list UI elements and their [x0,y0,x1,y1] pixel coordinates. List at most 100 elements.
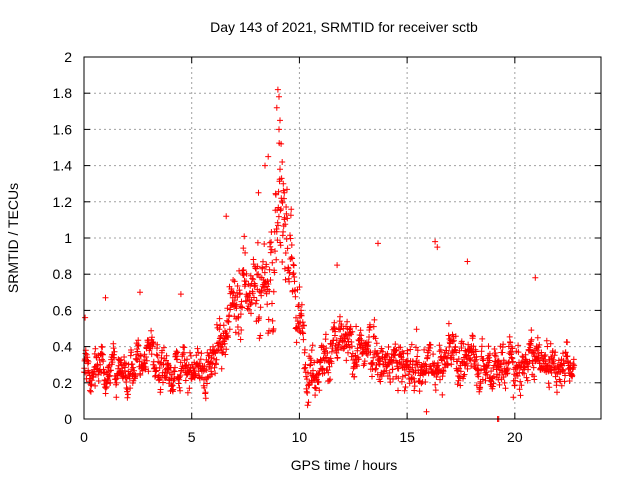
data-point [268,246,275,253]
data-point [298,301,305,308]
data-point [411,383,418,390]
data-point [296,327,303,334]
data-point [364,352,371,358]
data-point [250,276,257,283]
data-point [558,361,565,368]
data-point [154,341,161,348]
data-point [454,381,461,388]
data-point [281,214,288,221]
data-point [347,323,354,330]
data-point [361,358,368,365]
data-point [265,153,272,160]
data-point [398,378,405,385]
data-point [273,104,280,111]
data-point [134,348,141,355]
data-point [252,300,259,307]
data-point [479,376,486,383]
y-tick-label: 1 [64,230,72,246]
data-point [284,186,290,193]
data-point [150,340,157,347]
data-point [404,350,411,357]
data-point [237,311,244,318]
data-point [279,159,286,165]
data-point [87,387,93,394]
data-point [312,392,319,399]
data-point [531,376,538,383]
x-axis-label: GPS time / hours [291,457,398,473]
data-point [260,258,266,265]
data-point [148,351,155,358]
data-point [251,294,257,301]
data-point [281,195,287,202]
data-point [213,321,220,328]
data-point [210,343,216,350]
data-point [143,357,150,364]
data-point [287,212,294,219]
data-point [247,301,254,308]
data-point [137,372,144,378]
data-point [328,360,335,367]
data-point [461,371,468,378]
data-point [265,316,272,323]
data-point [536,341,543,348]
data-point [282,250,289,256]
data-point [149,334,155,341]
data-point [128,349,135,356]
data-point [332,328,339,335]
data-point [143,354,149,360]
data-point [158,354,165,361]
data-point [219,350,226,357]
data-point [569,372,576,379]
data-point [277,166,283,173]
data-point [465,352,472,359]
data-point [525,363,532,370]
data-point [492,350,499,356]
data-point [545,380,552,387]
data-point [290,262,297,269]
data-point [269,259,276,266]
data-point [477,384,484,391]
data-point [348,343,355,350]
data-point [387,379,394,386]
data-point [246,306,252,313]
data-point [445,350,452,357]
data-point [137,289,143,296]
data-point [112,376,119,383]
data-point [224,305,231,312]
data-point [237,336,244,343]
y-tick-label: 0.2 [53,375,73,391]
data-point [269,317,276,324]
data-point [309,342,316,349]
data-point [566,378,573,384]
data-point [283,210,290,217]
data-point [324,350,331,356]
data-point [149,339,156,345]
data-point [198,350,205,357]
data-point [458,345,465,351]
data-point [279,199,286,206]
data-point [519,353,526,360]
data-point [485,343,492,350]
data-point [127,385,134,392]
data-point [430,351,437,358]
data-point [369,373,375,380]
data-point [469,333,476,340]
data-point [433,374,440,380]
data-point [95,378,102,384]
data-point [111,348,118,355]
data-point [278,206,284,212]
data-point [277,117,283,124]
data-point [208,371,215,378]
data-point [457,382,464,389]
data-point [437,346,444,353]
data-point [282,276,289,283]
data-point [253,297,260,304]
data-point [500,341,507,348]
data-point [273,228,280,235]
data-point [109,359,116,366]
data-point [310,367,316,374]
x-tick-label: 20 [507,429,523,445]
data-point [432,387,439,394]
data-point [279,259,286,265]
